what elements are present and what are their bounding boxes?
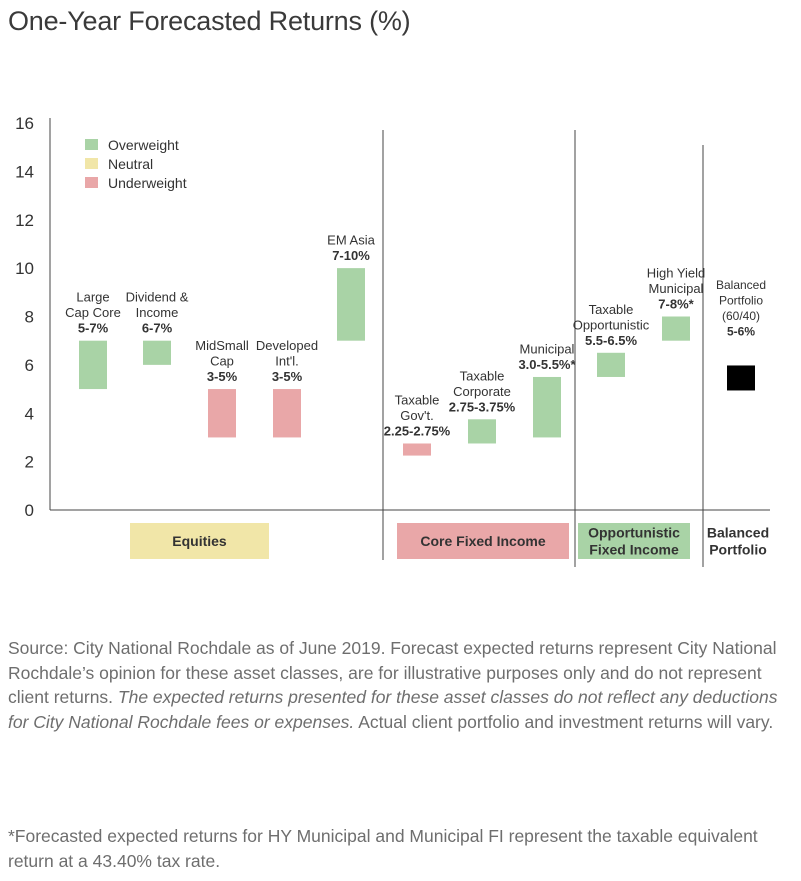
bar-label: Portfolio [719, 294, 763, 308]
bar-label: Dividend & [126, 290, 189, 305]
bar [662, 316, 690, 341]
bar-label: Cap [210, 354, 234, 369]
bar-label: Corporate [453, 384, 511, 399]
bar-label: Cap Core [65, 305, 121, 320]
bar-label: Municipal [520, 341, 575, 356]
group-label: Core Fixed Income [420, 533, 545, 549]
tax-footnote: *Forecasted expected returns for HY Muni… [8, 826, 758, 871]
y-tick-label: 12 [15, 211, 34, 230]
source-text-end: Actual client portfolio and investment r… [354, 711, 774, 732]
legend-swatch [85, 177, 98, 188]
y-tick-label: 0 [25, 501, 34, 520]
bar-label: Taxable [395, 392, 440, 407]
source-italic-text: The expected returns presented for these… [8, 687, 778, 732]
legend-swatch [85, 139, 98, 150]
y-tick-label: 14 [15, 162, 34, 181]
group-box [397, 523, 569, 559]
bar [337, 268, 365, 341]
bar-label: Opportunistic [573, 317, 650, 332]
bar-label: Taxable [460, 368, 505, 383]
bar [208, 389, 236, 438]
group-label: Equities [172, 533, 227, 549]
bar [79, 340, 107, 390]
group-label: Balanced [707, 525, 769, 541]
bar [143, 340, 171, 365]
forecast-chart: 0 2 4 6 8 10 12 14 16 Overweight Neutral Underweigh… [15, 114, 770, 567]
page-title: One-Year Forecasted Returns (%) [8, 6, 411, 36]
bar [597, 352, 625, 377]
group-box [130, 523, 269, 559]
bar-label: 3.0-5.5%* [518, 357, 576, 372]
y-tick-label: 10 [15, 259, 34, 278]
bar-label: Developed [256, 338, 318, 353]
group-label: Portfolio [709, 542, 767, 558]
bar-label: 3-5% [207, 369, 238, 384]
legend-label: Neutral [108, 156, 153, 172]
bar-label: 5.5-6.5% [585, 333, 637, 348]
bar-label: Large [76, 290, 109, 305]
bar-label: 6-7% [142, 321, 173, 336]
bar-label: MidSmall [195, 338, 249, 353]
legend-label: Overweight [108, 137, 179, 153]
bar [468, 419, 496, 444]
y-tick-label: 8 [25, 308, 34, 327]
bar-label: 7-10% [332, 248, 370, 263]
bar [403, 443, 431, 456]
bar [533, 376, 561, 438]
bar-label: High Yield [647, 266, 706, 281]
y-tick-label: 2 [25, 453, 34, 472]
bar-label: 7-8%* [658, 297, 694, 312]
legend-swatch [85, 158, 98, 169]
bar [273, 389, 301, 438]
bar-label: Gov't. [400, 408, 434, 423]
y-tick-label: 4 [25, 404, 34, 423]
bar-label: 3-5% [272, 369, 303, 384]
source-note: Source: City National Rochdale as of Jun… [8, 636, 788, 734]
bar-label: 2.75-3.75% [449, 399, 516, 414]
legend-label: Underweight [108, 175, 187, 191]
bar-label: 5-7% [78, 321, 109, 336]
bar-label: 5-6% [727, 325, 755, 339]
bar-label: Balanced [716, 278, 766, 292]
group-label: Opportunistic [588, 525, 680, 541]
y-tick-label: 16 [15, 114, 34, 133]
bar [727, 365, 755, 391]
group-box [578, 523, 690, 559]
bar-label: EM Asia [327, 233, 375, 248]
bar-label: Taxable [589, 302, 634, 317]
bar-label: Income [136, 305, 179, 320]
bar-label: 2.25-2.75% [384, 423, 451, 438]
group-label: Fixed Income [589, 542, 679, 558]
y-tick-label: 6 [25, 356, 34, 375]
bar-label: Int'l. [275, 354, 298, 369]
source-text: Source: City National Rochdale as of Jun… [8, 638, 777, 707]
bar-label: (60/40) [722, 309, 760, 323]
bar-label: Municipal [649, 281, 704, 296]
